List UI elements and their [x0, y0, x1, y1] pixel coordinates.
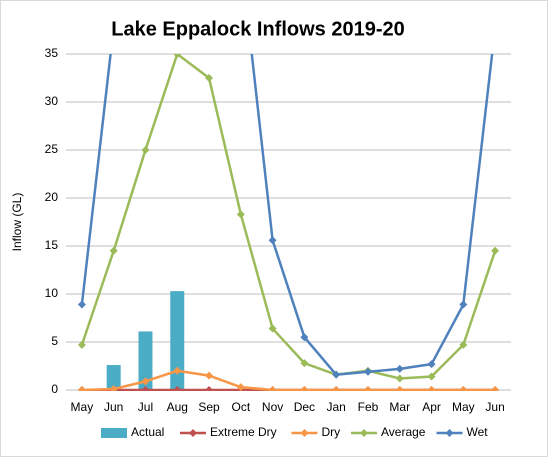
- y-tick-label: 15: [45, 238, 59, 252]
- point-marker: [459, 300, 468, 309]
- chart-title: Lake Eppalock Inflows 2019-20: [111, 18, 404, 40]
- point-marker: [395, 374, 404, 383]
- y-tick-label: 5: [51, 334, 58, 348]
- legend-marker: [300, 429, 309, 437]
- point-marker: [363, 367, 372, 376]
- legend-marker: [189, 429, 197, 437]
- point-marker: [268, 236, 277, 245]
- point-marker: [491, 246, 500, 255]
- point-marker: [300, 386, 309, 391]
- x-tick-label: Nov: [262, 400, 283, 414]
- x-tick-label: Jun: [485, 400, 504, 414]
- point-marker: [236, 383, 245, 391]
- point-marker: [141, 377, 150, 386]
- bar: [170, 291, 185, 390]
- y-tick-label: 35: [45, 46, 59, 60]
- y-axis-label: Inflow (GL): [10, 193, 24, 252]
- series-layer: [77, 54, 500, 391]
- point-marker: [459, 386, 468, 391]
- legend-label: Actual: [131, 425, 164, 439]
- point-marker: [109, 246, 118, 255]
- point-marker: [300, 333, 309, 342]
- point-marker: [205, 386, 214, 391]
- x-tick-label: Mar: [389, 400, 410, 414]
- x-tick-label: Apr: [422, 400, 441, 414]
- x-tick-label: Sep: [198, 400, 220, 414]
- series-line: [80, 54, 497, 380]
- legend-marker: [445, 429, 454, 437]
- legend-label: Dry: [322, 425, 341, 439]
- y-tick-label: 20: [45, 190, 59, 204]
- point-marker: [395, 386, 404, 391]
- x-tick-label: May: [452, 400, 475, 414]
- bar: [106, 365, 121, 390]
- point-marker: [459, 340, 468, 349]
- point-marker: [427, 386, 436, 391]
- legend-item: Dry: [291, 425, 341, 439]
- point-marker: [268, 324, 277, 333]
- legend-swatch: [101, 428, 127, 438]
- point-marker: [491, 386, 500, 391]
- point-marker: [395, 364, 404, 373]
- point-marker: [173, 366, 182, 375]
- legend-item: Actual: [101, 425, 164, 439]
- x-tick-label: Jul: [138, 400, 153, 414]
- series-line: [80, 54, 494, 376]
- point-marker: [77, 300, 86, 309]
- point-marker: [173, 386, 182, 391]
- point-marker: [173, 54, 182, 58]
- point-marker: [363, 386, 372, 391]
- point-marker: [427, 360, 436, 369]
- x-tick-label: Feb: [358, 400, 379, 414]
- point-marker: [332, 386, 341, 391]
- legend-label: Wet: [467, 425, 489, 439]
- x-tick-label: Jun: [104, 400, 123, 414]
- point-marker: [109, 385, 118, 391]
- point-marker: [77, 386, 86, 391]
- y-tick-label: 10: [45, 286, 59, 300]
- legend-marker: [360, 429, 368, 437]
- x-tick-label: Aug: [167, 400, 188, 414]
- point-marker: [332, 370, 341, 379]
- legend-label: Average: [381, 425, 426, 439]
- point-marker: [427, 372, 436, 381]
- y-tick-label: 25: [45, 142, 59, 156]
- point-marker: [300, 359, 309, 368]
- y-tick-label: 0: [51, 382, 58, 396]
- legend-item: Extreme Dry: [180, 425, 277, 439]
- x-tick-label: Dec: [294, 400, 315, 414]
- point-marker: [268, 386, 277, 391]
- y-tick-label: 30: [45, 94, 59, 108]
- point-marker: [141, 146, 150, 154]
- bar: [138, 331, 153, 390]
- legend-item: Wet: [436, 425, 489, 439]
- x-tick-label: Oct: [231, 400, 250, 414]
- legend-item: Average: [351, 425, 426, 439]
- point-marker: [141, 386, 150, 391]
- point-marker: [77, 340, 86, 349]
- point-marker: [205, 371, 214, 380]
- point-marker: [236, 210, 245, 219]
- point-marker: [205, 74, 214, 82]
- x-tick-label: May: [71, 400, 94, 414]
- series-line: [81, 369, 496, 391]
- x-tick-label: Jan: [326, 400, 345, 414]
- legend-label: Extreme Dry: [210, 425, 277, 439]
